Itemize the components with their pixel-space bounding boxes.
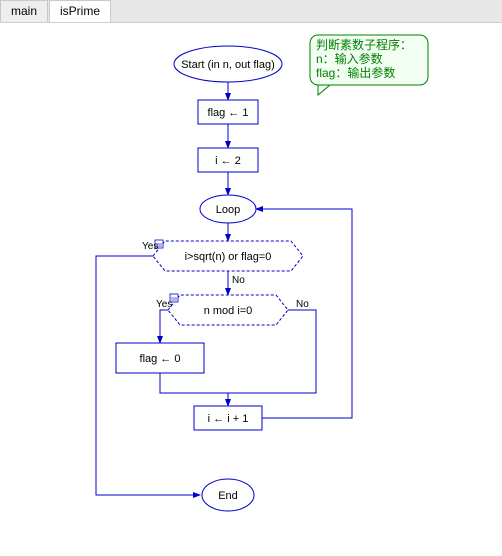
svg-text:End: End — [218, 490, 238, 502]
svg-text:flag：输出参数: flag：输出参数 — [316, 65, 395, 80]
flowchart-svg: Start (in n, out flag) flag ← 1 i ← 2 Loop i… — [0, 23, 502, 556]
svg-text:flag ← 0: flag ← 0 — [140, 353, 181, 365]
tab-bar: main isPrime — [0, 0, 502, 23]
svg-text:Start (in n, out flag): Start (in n, out flag) — [181, 59, 275, 71]
svg-text:i ← 2: i ← 2 — [215, 155, 241, 167]
svg-text:No: No — [232, 275, 245, 286]
svg-text:Loop: Loop — [216, 204, 240, 216]
svg-text:Yes: Yes — [156, 299, 172, 310]
tab-isprime[interactable]: isPrime — [49, 0, 111, 22]
tab-main[interactable]: main — [0, 0, 48, 22]
svg-text:n mod i=0: n mod i=0 — [204, 305, 253, 317]
svg-text:判断素数子程序：: 判断素数子程序： — [316, 37, 412, 52]
svg-text:flag ← 1: flag ← 1 — [208, 107, 249, 119]
svg-text:i>sqrt(n) or flag=0: i>sqrt(n) or flag=0 — [185, 251, 272, 263]
svg-text:Yes: Yes — [142, 241, 158, 252]
svg-text:No: No — [296, 299, 309, 310]
svg-text:i ← i + 1: i ← i + 1 — [208, 413, 249, 425]
svg-text:n：输入参数: n：输入参数 — [316, 51, 383, 66]
flowchart-canvas: Start (in n, out flag) flag ← 1 i ← 2 Loop i… — [0, 23, 502, 556]
